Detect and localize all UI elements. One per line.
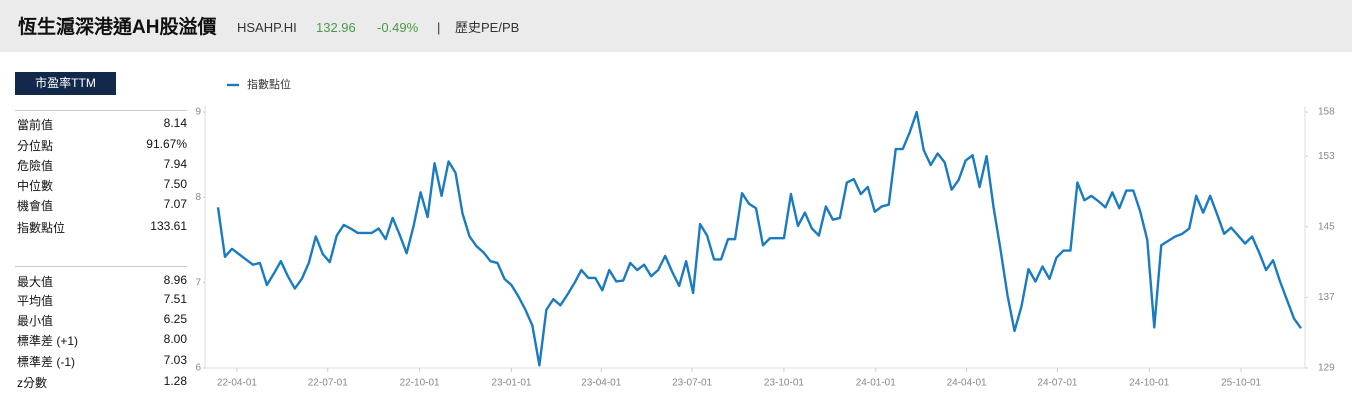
stat-row: 標準差 (+1) 8.00: [17, 332, 187, 349]
stat-label: 分位點: [17, 139, 54, 153]
stat-row: 危險值 7.94: [17, 157, 187, 174]
y2-tick-label: 137: [1318, 292, 1335, 303]
stat-label: 機會值: [17, 199, 54, 213]
sidebar: 市盈率TTM 當前值 8.14 分位點 91.67% 危險值 7.94 中位數 7.50 機會值…: [15, 0, 187, 408]
stat-value: 133.61: [150, 219, 187, 233]
stat-label: 標準差 (-1): [17, 355, 75, 369]
y2-tick-label: 158: [1318, 107, 1335, 118]
stat-row: z分數 1.28: [17, 374, 187, 391]
stat-label: 中位數: [17, 179, 54, 193]
stat-value: 7.07: [163, 197, 187, 211]
x-tick-label: 24-10-01: [1129, 378, 1169, 389]
x-tick-label: 23-10-01: [764, 378, 804, 389]
separator: |: [437, 20, 441, 35]
stat-row: 指數點位 133.61: [17, 219, 187, 236]
stat-label: z分數: [17, 376, 48, 390]
stat-value: 91.67%: [146, 137, 187, 151]
y2-tick-label: 145: [1318, 221, 1335, 232]
x-tick-label: 25-10-01: [1221, 378, 1261, 389]
stat-label: 最大值: [17, 275, 54, 289]
stat-label: 平均值: [17, 294, 54, 308]
page-title: 恆生滬深港通AH股溢價: [18, 17, 217, 38]
stat-value: 7.51: [163, 292, 187, 306]
y-tick-label: 6: [195, 363, 201, 374]
stat-row: 分位點 91.67%: [17, 137, 187, 154]
stat-value: 7.94: [163, 157, 187, 171]
ticker-code: HSAHP.HI: [237, 20, 297, 35]
stat-row: 最小值 6.25: [17, 312, 187, 329]
stat-row: 標準差 (-1) 7.03: [17, 353, 187, 370]
stat-value: 7.50: [163, 177, 187, 191]
x-tick-label: 24-07-01: [1037, 378, 1077, 389]
x-tick-label: 22-07-01: [308, 378, 348, 389]
x-tick-label: 24-04-01: [947, 378, 987, 389]
stat-row: 中位數 7.50: [17, 177, 187, 194]
stat-label: 指數點位: [17, 221, 66, 235]
stat-row: 當前值 8.14: [17, 116, 187, 133]
stat-value: 6.25: [163, 312, 187, 326]
stat-row: 最大值 8.96: [17, 273, 187, 290]
stat-label: 最小值: [17, 314, 54, 328]
x-tick-label: 23-01-01: [491, 378, 531, 389]
stat-value: 8.00: [163, 332, 187, 346]
y2-tick-label: 129: [1318, 363, 1335, 374]
series-line: [216, 110, 1302, 367]
stat-label: 當前值: [17, 118, 54, 132]
legend-label: 指數點位: [247, 77, 291, 91]
x-tick-label: 22-04-01: [217, 378, 257, 389]
x-tick-label: 23-04-01: [581, 378, 621, 389]
metric-tab[interactable]: 市盈率TTM: [15, 72, 116, 95]
divider: [15, 266, 187, 267]
y-tick-label: 9: [195, 107, 201, 118]
x-tick-label: 24-01-01: [856, 378, 896, 389]
header: 恆生滬深港通AH股溢價 HSAHP.HI 132.96 -0.49% | 歷史P…: [0, 0, 1352, 52]
stat-value: 1.28: [163, 374, 187, 388]
price-change: -0.49%: [377, 20, 419, 35]
y-tick-label: 8: [195, 192, 201, 203]
y2-tick-label: 153: [1318, 151, 1335, 162]
y-tick-label: 7: [195, 277, 201, 288]
stat-row: 機會值 7.07: [17, 197, 187, 214]
history-link[interactable]: 歷史PE/PB: [455, 20, 520, 35]
stat-label: 危險值: [17, 159, 54, 173]
divider: [15, 110, 187, 111]
x-tick-label: 22-10-01: [400, 378, 440, 389]
stat-row: 平均值 7.51: [17, 292, 187, 309]
x-tick-label: 23-07-01: [672, 378, 712, 389]
stat-label: 標準差 (+1): [17, 334, 79, 348]
stat-value: 7.03: [163, 353, 187, 367]
price: 132.96: [316, 20, 356, 35]
stat-value: 8.96: [163, 273, 187, 287]
stat-value: 8.14: [163, 116, 187, 130]
